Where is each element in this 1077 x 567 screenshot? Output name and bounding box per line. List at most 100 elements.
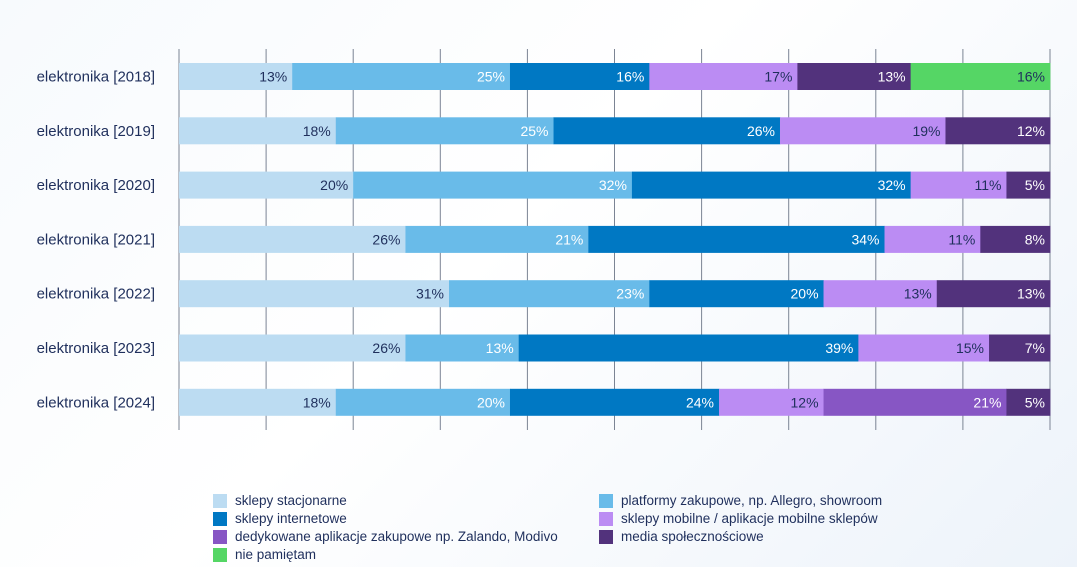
category-label: elektronika [2021] xyxy=(37,231,155,248)
bar-segment xyxy=(292,63,511,90)
data-label: 31% xyxy=(416,286,444,302)
data-label: 16% xyxy=(1017,69,1045,85)
legend-label: media społecznościowe xyxy=(621,529,764,544)
legend-item: platformy zakupowe, np. Allegro, showroo… xyxy=(599,492,899,509)
bar-segment xyxy=(779,117,946,145)
bar-segment xyxy=(884,225,981,253)
data-label: 13% xyxy=(878,69,906,85)
data-label: 13% xyxy=(904,286,932,302)
data-label: 26% xyxy=(372,231,400,247)
data-label: 11% xyxy=(974,177,1001,193)
data-label: 12% xyxy=(1017,123,1045,139)
data-label: 20% xyxy=(477,394,505,410)
bar-segment xyxy=(945,117,1051,145)
data-label: 32% xyxy=(599,177,627,193)
category-label: elektronika [2024] xyxy=(37,394,155,411)
data-label: 24% xyxy=(686,394,714,410)
category-label: elektronika [2023] xyxy=(37,340,155,357)
bar-segment xyxy=(335,117,554,145)
legend: sklepy stacjonarne platformy zakupowe, np… xyxy=(213,492,899,563)
data-label: 15% xyxy=(956,340,984,356)
data-label: 11% xyxy=(948,231,975,247)
legend-item: sklepy internetowe xyxy=(213,510,599,527)
bar-segment xyxy=(553,117,781,145)
bar-segment xyxy=(719,388,824,416)
legend-swatch xyxy=(213,547,227,562)
stacked-bar-chart: elektronika [2018] 13% 25% 16% 17% 13% 16% elek… xyxy=(37,49,1051,430)
bar-segment xyxy=(823,280,938,308)
bar-segment xyxy=(910,63,1051,90)
bar-segment xyxy=(179,117,337,145)
legend-swatch xyxy=(599,511,613,526)
category-label: elektronika [2018] xyxy=(37,69,155,86)
bar-segment xyxy=(588,225,885,253)
bar-segment xyxy=(631,171,912,199)
bar-segment xyxy=(518,334,859,362)
data-label: 7% xyxy=(1025,340,1045,356)
data-label: 32% xyxy=(878,177,906,193)
bar-segment xyxy=(1006,171,1051,199)
bar-segment xyxy=(1006,388,1051,416)
bar-segment xyxy=(910,171,1007,199)
data-label: 20% xyxy=(791,286,819,302)
legend-item: sklepy mobilne / aplikacje mobilne sklep… xyxy=(599,510,899,527)
legend-swatch xyxy=(213,493,227,508)
bar-segment xyxy=(335,388,511,416)
legend-item: sklepy stacjonarne xyxy=(213,492,599,509)
bar-segment xyxy=(353,171,633,199)
bar-segment xyxy=(980,225,1051,253)
data-label: 13% xyxy=(259,69,287,85)
data-label: 12% xyxy=(791,394,819,410)
bar-segment xyxy=(405,334,520,362)
bar-segment xyxy=(936,280,1051,308)
bar-segment xyxy=(179,225,406,253)
data-label: 17% xyxy=(764,69,792,85)
data-label: 21% xyxy=(973,394,1001,410)
bar-segment xyxy=(989,334,1051,362)
data-label: 25% xyxy=(520,123,548,139)
legend-swatch xyxy=(213,529,227,544)
category-label: elektronika [2020] xyxy=(37,177,155,194)
legend-swatch xyxy=(599,529,613,544)
data-label: 21% xyxy=(555,231,583,247)
data-label: 8% xyxy=(1025,231,1045,247)
bar-segment xyxy=(179,334,406,362)
legend-label: platformy zakupowe, np. Allegro, showroo… xyxy=(621,493,883,508)
data-label: 23% xyxy=(616,286,644,302)
data-label: 39% xyxy=(825,340,853,356)
data-label: 19% xyxy=(912,123,940,139)
bar-segment xyxy=(179,388,337,416)
legend-item: media społecznościowe xyxy=(599,528,899,545)
bar-segment xyxy=(179,171,354,199)
data-label: 5% xyxy=(1025,394,1045,410)
bar-segment xyxy=(509,63,650,90)
bar-segment xyxy=(179,280,450,308)
bar-segment xyxy=(405,225,589,253)
legend-label: dedykowane aplikacje zakupowe np. Zaland… xyxy=(235,529,558,544)
data-label: 5% xyxy=(1025,177,1045,193)
bar-segment xyxy=(823,388,1007,416)
legend-item: nie pamiętam xyxy=(213,546,599,563)
legend-item: dedykowane aplikacje zakupowe np. Zaland… xyxy=(213,528,599,545)
data-label: 13% xyxy=(486,340,514,356)
bar-segment xyxy=(797,63,912,90)
data-label: 13% xyxy=(1017,286,1045,302)
data-label: 25% xyxy=(477,69,505,85)
legend-label: sklepy stacjonarne xyxy=(235,493,347,508)
data-label: 18% xyxy=(303,123,331,139)
bar-segment xyxy=(449,280,650,308)
data-label: 18% xyxy=(303,394,331,410)
bar-segment xyxy=(649,280,824,308)
data-label: 16% xyxy=(616,69,644,85)
category-label: elektronika [2019] xyxy=(37,123,155,140)
data-label: 26% xyxy=(747,123,775,139)
data-label: 20% xyxy=(320,177,348,193)
category-label: elektronika [2022] xyxy=(37,286,155,303)
bar-segment xyxy=(179,63,293,90)
bar-segment xyxy=(649,63,798,90)
legend-label: sklepy mobilne / aplikacje mobilne sklep… xyxy=(621,511,878,526)
data-label: 26% xyxy=(372,340,400,356)
legend-label: nie pamiętam xyxy=(235,547,317,562)
legend-label: sklepy internetowe xyxy=(235,511,347,526)
data-label: 34% xyxy=(851,231,879,247)
